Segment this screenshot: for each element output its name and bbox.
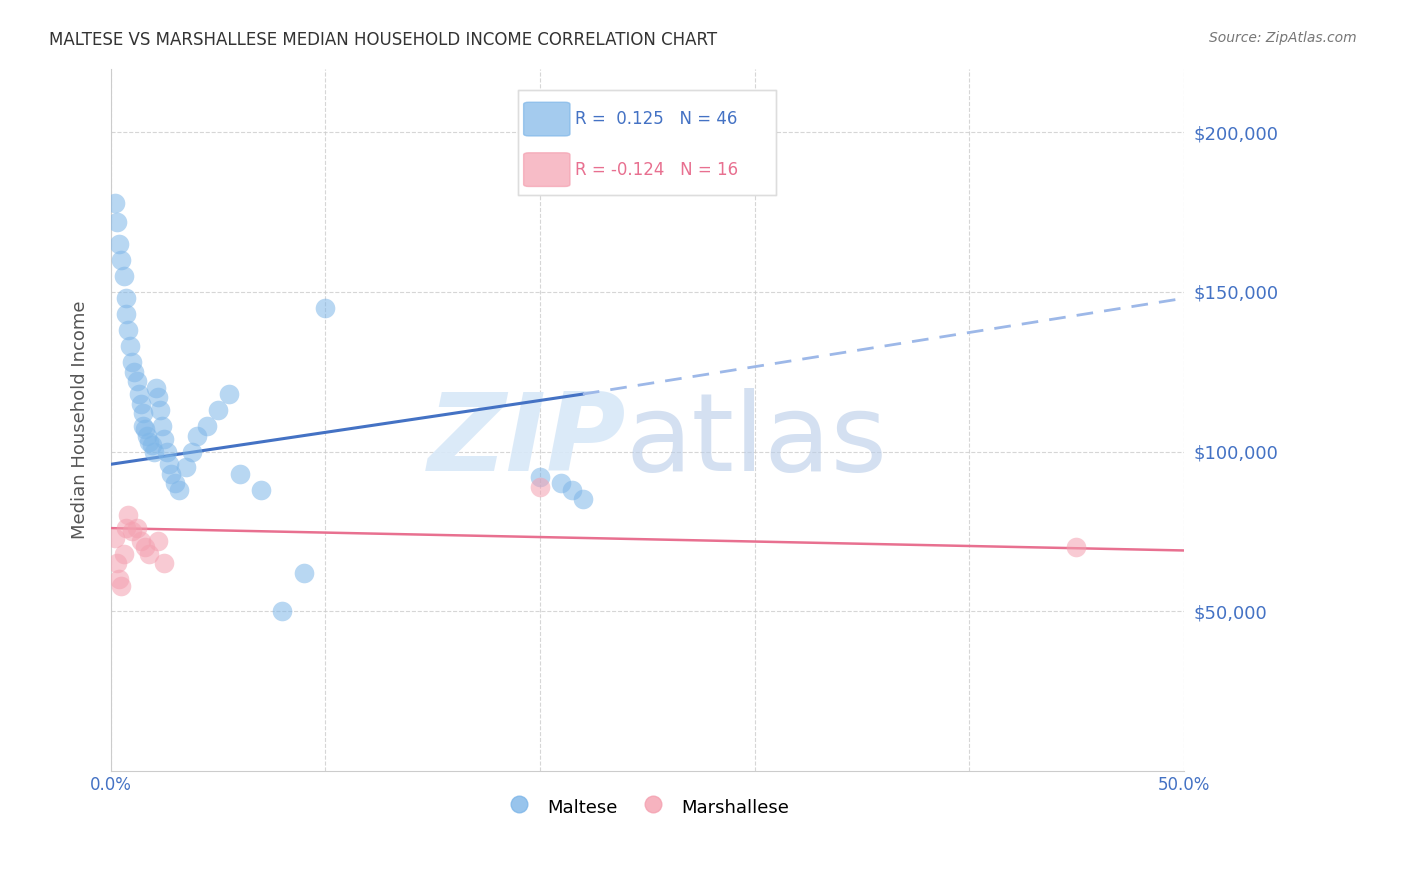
Point (141, 438, 163, 452)
Point (149, 403, 172, 417)
Point (104, 195, 127, 210)
Point (250, 483, 273, 497)
Point (105, 556, 128, 570)
Point (132, 406, 155, 420)
Point (529, 480, 551, 494)
Point (132, 419, 155, 434)
Point (125, 521, 148, 535)
Point (134, 422, 156, 436)
Y-axis label: Median Household Income: Median Household Income (72, 301, 89, 539)
Point (314, 301, 336, 315)
Point (138, 434, 160, 449)
Point (169, 483, 191, 497)
Point (120, 339, 142, 353)
Point (138, 547, 160, 561)
Point (114, 291, 136, 305)
Point (150, 419, 173, 434)
Point (174, 460, 197, 475)
Point (114, 521, 136, 535)
Text: MALTESE VS MARSHALLESE MEDIAN HOUSEHOLD INCOME CORRELATION CHART: MALTESE VS MARSHALLESE MEDIAN HOUSEHOLD … (49, 31, 717, 49)
Text: atlas: atlas (626, 388, 887, 493)
Point (110, 578, 132, 592)
Text: Source: ZipAtlas.com: Source: ZipAtlas.com (1209, 31, 1357, 45)
Point (146, 390, 169, 404)
Point (165, 476, 187, 491)
Point (561, 483, 583, 497)
Point (155, 444, 177, 458)
Point (121, 355, 143, 369)
Point (129, 397, 152, 411)
Point (195, 419, 218, 434)
Point (146, 533, 169, 548)
Point (572, 492, 595, 507)
Point (125, 374, 148, 388)
Point (128, 387, 150, 401)
Point (134, 541, 156, 555)
Point (117, 508, 139, 523)
Point (114, 307, 136, 321)
Point (186, 428, 208, 442)
Point (160, 467, 183, 481)
Point (153, 432, 176, 446)
Point (153, 556, 176, 570)
Point (271, 604, 294, 618)
Point (207, 403, 229, 417)
Point (228, 467, 250, 481)
Point (529, 470, 551, 484)
Point (105, 215, 128, 229)
Text: ZIP: ZIP (427, 388, 626, 493)
Point (112, 268, 135, 283)
Point (108, 237, 131, 252)
Point (112, 547, 135, 561)
Point (218, 387, 240, 401)
Point (104, 531, 127, 545)
Point (145, 381, 167, 395)
Point (142, 444, 165, 458)
Point (550, 476, 572, 491)
Point (136, 428, 159, 442)
Point (129, 533, 152, 548)
Point (110, 253, 132, 268)
Point (292, 566, 315, 580)
Point (157, 458, 180, 472)
Point (1066, 541, 1088, 555)
Legend: Maltese, Marshallese: Maltese, Marshallese (499, 789, 796, 825)
Point (181, 444, 204, 458)
Point (117, 323, 139, 337)
Point (108, 572, 131, 586)
Point (121, 524, 143, 539)
Point (124, 365, 146, 379)
